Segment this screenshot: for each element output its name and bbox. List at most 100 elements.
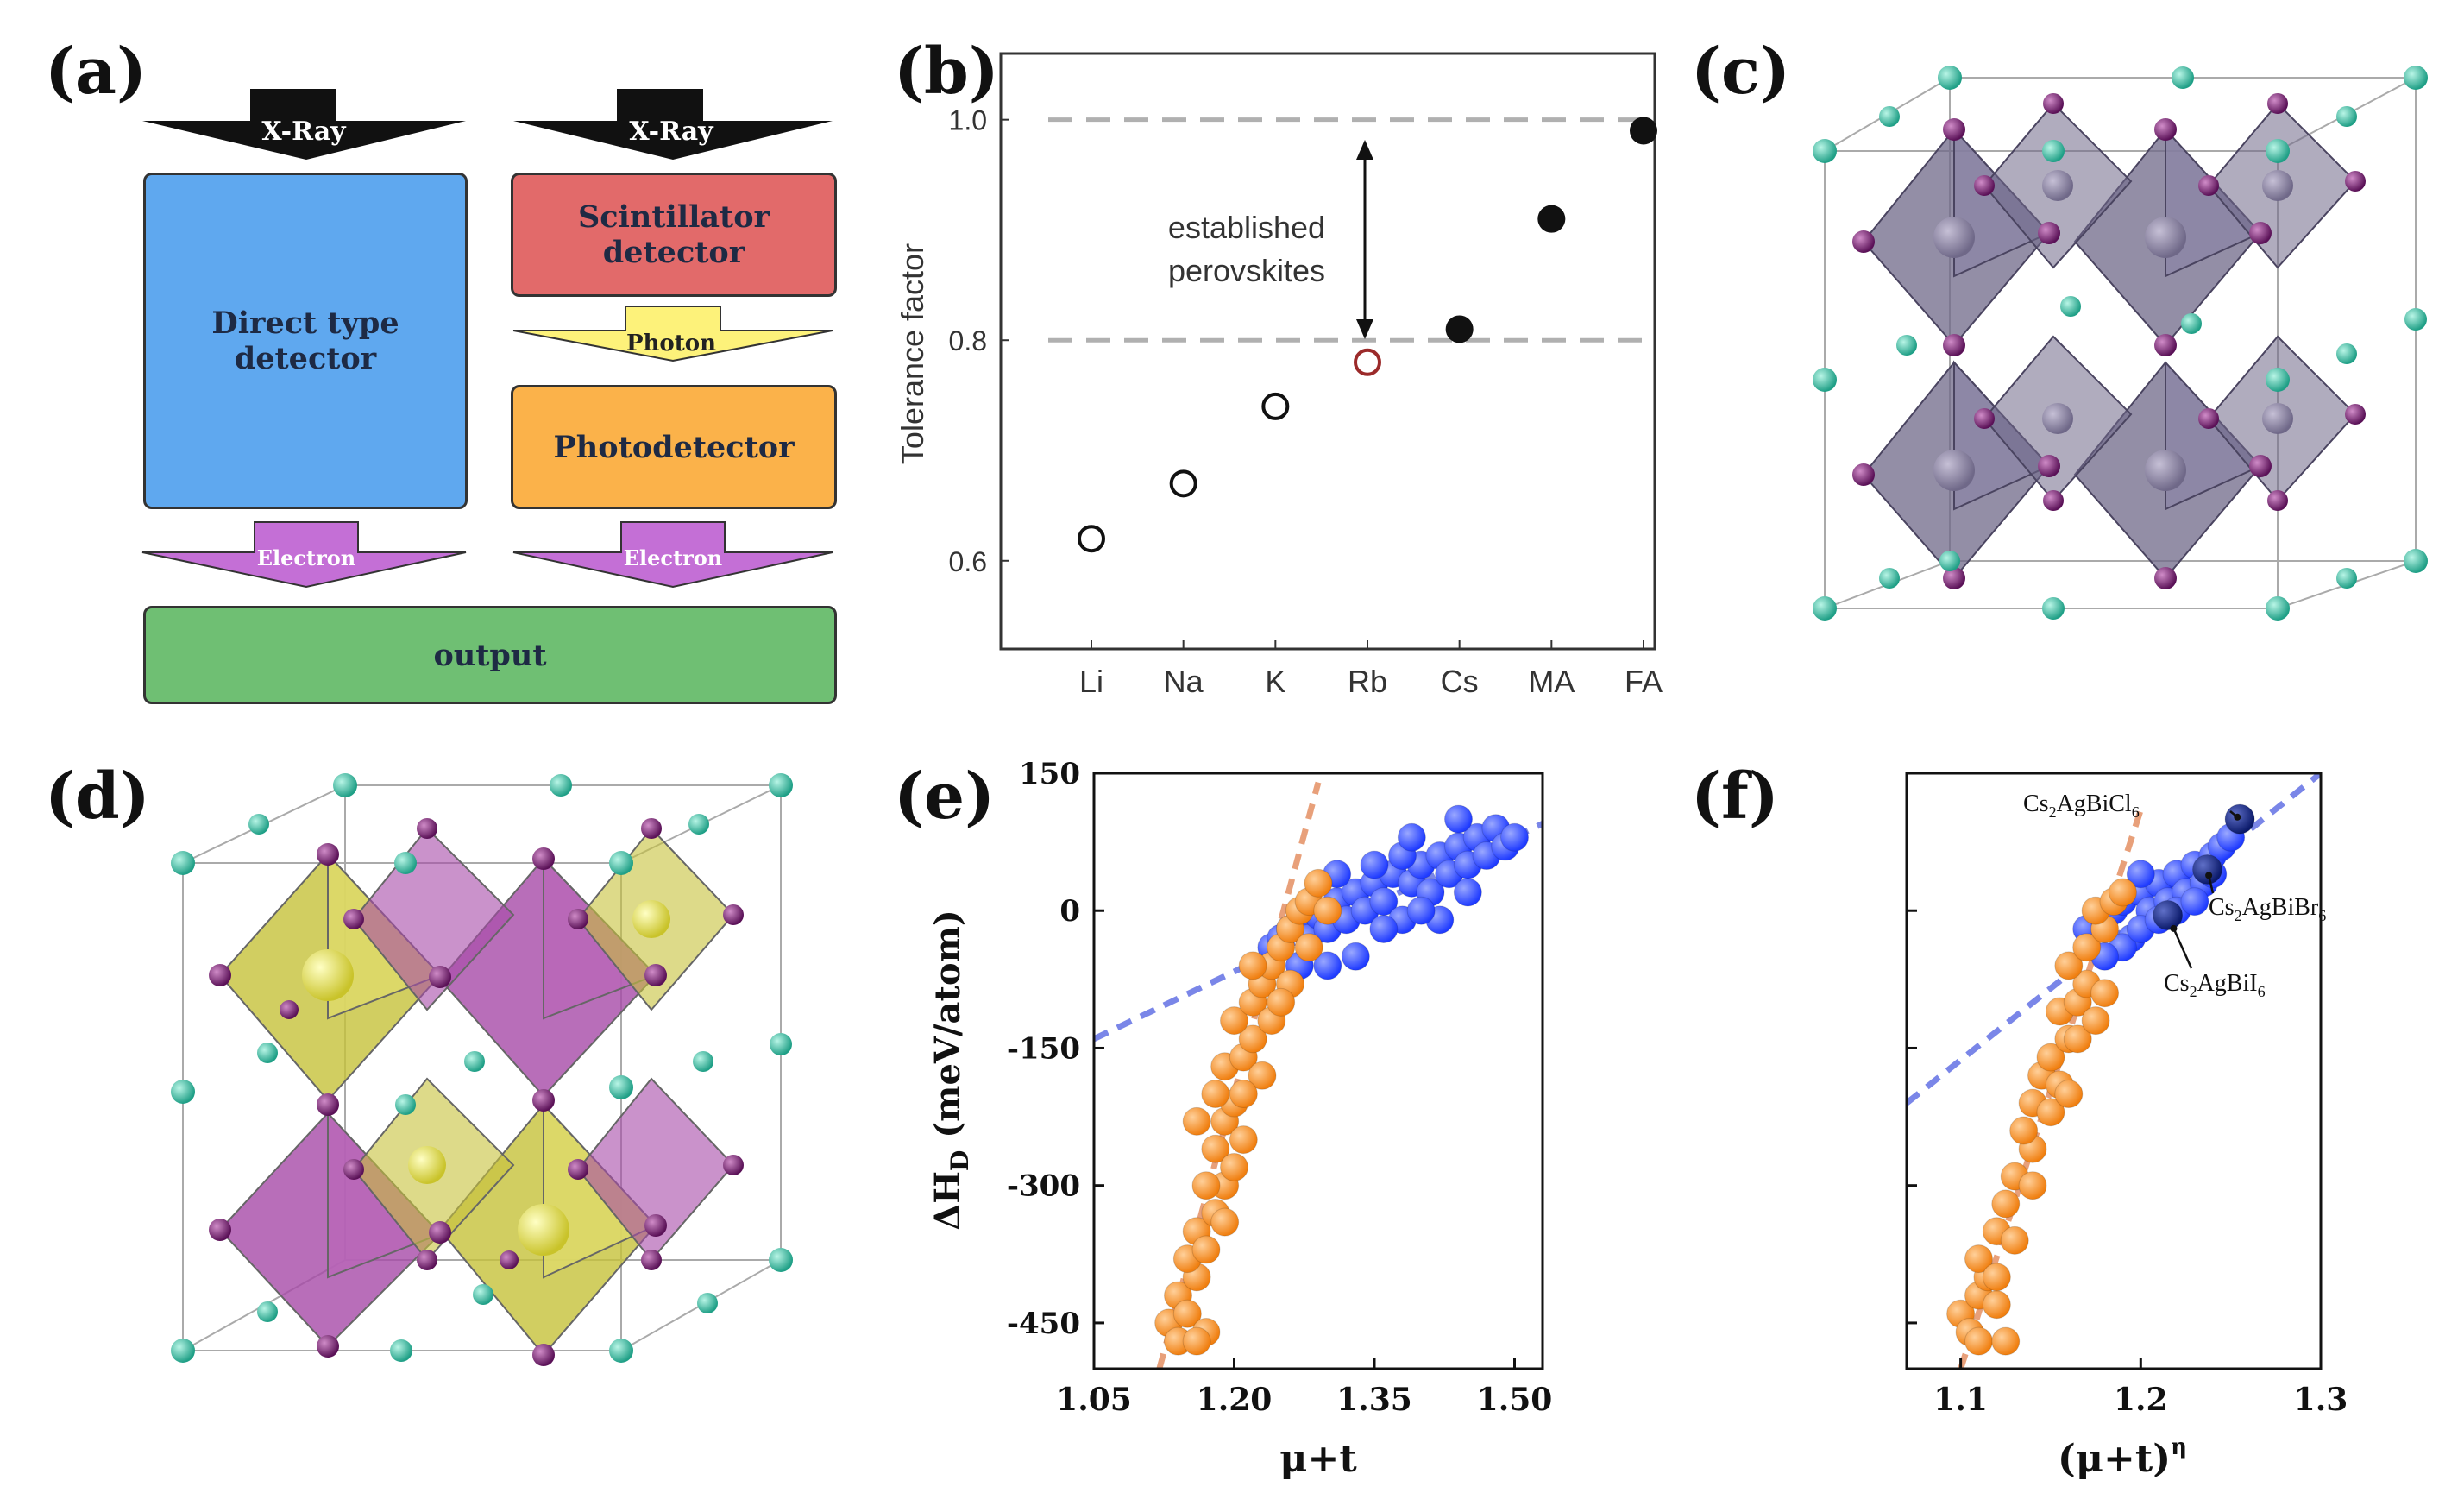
data-point-rb [1354,348,1381,376]
unstable-point [1238,1024,1267,1054]
x-tick-label: 1.20 [1197,1382,1273,1418]
a-site-atoms-d [171,773,793,1363]
x-tick-label-fa: FA [1625,664,1663,699]
panel-b-chart: 0.6 0.8 1.0 Li Na K Rb Cs MA FA established pero… [863,0,1691,725]
arrow-head-up [1356,140,1373,160]
unstable-point [1229,1125,1258,1155]
x-tick-label-ma: MA [1528,664,1575,699]
unstable-point [1172,1299,1202,1328]
panel-label-d: (d) [45,759,150,834]
stable-point [1313,951,1342,980]
unstable-point [1201,1080,1230,1109]
plot-frame-f [1905,772,2323,1370]
photon-arrow [512,306,833,362]
stable-point [1406,896,1436,925]
unstable-point [2054,1080,2084,1109]
highlighted-point [2153,900,2184,931]
data-point-na [1169,469,1197,498]
y-label-rest: (meV/atom) [927,910,968,1150]
unstable-point [1982,1290,2011,1320]
y-tick-label: -150 [1007,1031,1080,1066]
b-site-atoms-d [302,900,670,1256]
unstable-point [1229,1080,1258,1109]
xray-right-label: X-Ray [629,117,714,147]
y-tick-label: 150 [1019,757,1080,791]
unstable-point [1313,896,1342,925]
unstable-point [1964,1244,1993,1274]
unstable-point [1991,1189,2021,1219]
xray-left-label: X-Ray [261,117,347,147]
annotation-line-1: established [1168,210,1325,245]
x-tick-label-li: Li [1079,664,1103,699]
x-tick-label: 1.3 [2294,1382,2348,1418]
unstable-point [2036,1043,2065,1072]
data-point-li [1078,525,1105,553]
stable-point [1397,822,1426,852]
data-point-fa [1630,117,1657,145]
tolerance-factor-chart: 0.6 0.8 1.0 Li Na K Rb Cs MA FA established pero… [895,52,1663,699]
compound-label-2: Cs2AgBiI6 [2164,970,2266,1000]
unstable-point [1991,1326,2021,1356]
unstable-point [1191,1171,1221,1200]
panel-label-a: (a) [45,35,147,109]
annotation-arrowhead-2 [2170,924,2178,932]
annotation-arrowhead-1 [2205,872,2213,879]
x-tick-label-rb: Rb [1348,664,1387,699]
formation-enthalpy-chart-e: 1.05 1.20 1.35 1.50 150 0 -150 -300 -450 μ+t ΔHD… [927,757,1552,1481]
unstable-point [2009,1116,2039,1145]
annotation-arrowhead-0 [2234,813,2241,821]
fit-line-1 [1156,781,1322,1369]
stable-point [1500,822,1529,852]
plot-frame-e [1092,772,1544,1370]
arrow-head-down [1356,319,1373,339]
y-tick-label: 1.0 [949,105,987,136]
unstable-point [2108,878,2137,907]
unstable-point [2054,951,2084,980]
panel-c-structure [1725,35,2464,725]
x-tick-label: 1.2 [2114,1382,2168,1418]
panel-label-f: (f) [1691,759,1779,834]
y-tick-label: -300 [1007,1169,1080,1204]
direct-detector-box: Direct type detector [143,173,468,509]
electron-arrow-right [512,521,833,589]
x-tick-label: 1.1 [1933,1382,1988,1418]
unstable-point [1182,1326,1211,1356]
halide-atoms-d [209,818,744,1366]
unstable-point [1238,951,1267,980]
unstable-point [1182,1106,1211,1136]
stable-point [2180,887,2209,917]
x-axis-label-f: (μ+t)η [2058,1434,2187,1481]
panel-label-e: (e) [894,759,996,834]
plot-frame [999,52,1656,651]
unstable-point [2036,1098,2065,1127]
unstable-point [1220,1006,1248,1036]
electron-right-label: Electron [624,545,722,570]
stable-point [2126,860,2155,889]
stable-point [1369,914,1399,943]
x-axis-label-e: μ+t [1279,1437,1357,1481]
scintillator-box: Scintillator detector [511,173,837,297]
x-label-main-f: (μ+t) [2058,1437,2171,1481]
formation-enthalpy-chart-f: 1.1 1.2 1.3 Cs2AgBiCl6Cs2AgBiBr6Cs2AgBiI6 … [1905,772,2348,1481]
data-point-ma [1537,205,1566,233]
x-tick-label: 1.05 [1056,1382,1132,1418]
annotation-line-2: perovskites [1168,253,1325,288]
unstable-point [1191,1235,1221,1264]
stable-point [1453,878,1482,907]
y-label-main: ΔH [927,1171,968,1231]
photodetector-box: Photodetector [511,385,837,509]
unstable-point [2090,979,2120,1008]
unstable-point [1267,987,1296,1017]
panel-label-b: (b) [894,35,999,109]
panel-e-chart: 1.05 1.20 1.35 1.50 150 0 -150 -300 -450 μ+t ΔHD… [863,742,1691,1489]
y-axis-label-e: ΔHD (meV/atom) [927,910,974,1231]
photon-label: Photon [626,331,716,356]
xray-arrow-right [513,89,833,160]
x-tick-label-k: K [1265,664,1285,699]
stable-point [1444,804,1473,834]
panel-f-chart: 1.1 1.2 1.3 Cs2AgBiCl6 Cs2AgBiBr6 Cs2AgBiI6 … [1691,742,2464,1489]
panel-a-diagram: X-Ray X-Ray Photon Electron Electron Dir… [0,0,863,725]
halide-atoms [1852,93,2366,589]
y-tick-label: 0.6 [949,546,987,577]
x-label-sup-f: η [2171,1434,2187,1460]
